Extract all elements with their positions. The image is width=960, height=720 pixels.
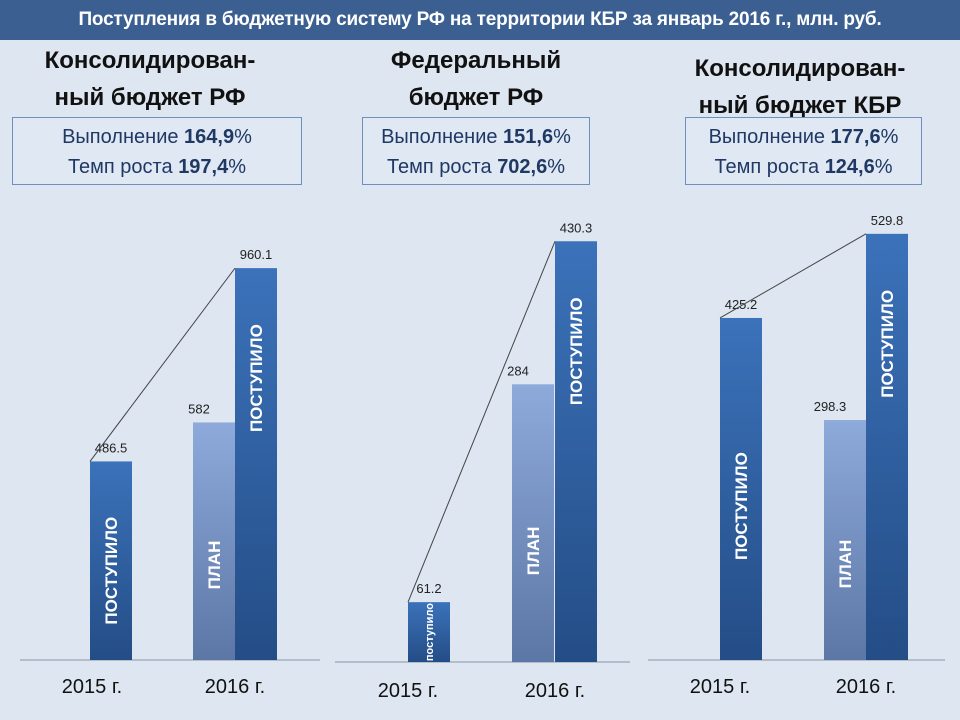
growth-value: 702,6 [497,156,548,178]
growth-label: Темп роста [67,156,173,178]
panel-title-federal: Федеральный бюджет РФ [326,42,626,116]
data-label: 430.3 [560,220,593,235]
growth-label: Темп роста [714,156,820,178]
pct: % [234,126,252,148]
data-label: 582 [188,401,210,416]
title-line: бюджет РФ [408,84,544,111]
x-tick-label: 2015 г. [378,680,438,702]
data-label: 960.1 [240,247,273,262]
data-label: 529.8 [871,213,904,228]
stats-box-consolidated-kbr: Выполнение 177,6% Темп роста 124,6% [685,117,922,185]
growth-value: 197,4 [178,156,229,178]
bar-series-label: ПОСТУПИЛО [567,297,586,405]
exec-value: 164,9 [184,126,235,148]
slide-title: Поступления в бюджетную систему РФ на те… [0,0,960,40]
pct: % [228,156,247,178]
title-line: ный бюджет КБР [698,92,902,119]
bar-series-label: ПОСТУПИЛО [102,517,121,625]
pct: % [874,156,893,178]
growth-connector-line [89,267,236,462]
bar-plan [512,384,554,662]
data-label: 284 [507,363,529,378]
exec-label: Выполнение [62,126,179,148]
x-tick-label: 2016 г. [836,676,896,698]
growth-value: 124,6 [824,156,875,178]
bar-posted [90,461,132,660]
bar-plan [824,420,866,660]
bar-posted [866,233,908,661]
bar-posted [555,241,597,663]
growth-connector-line [719,233,867,319]
bar-series-label: поступило [424,603,436,661]
growth-connector-line [407,241,556,603]
bar-plan [193,422,235,660]
bar-series-label: ПЛАН [205,541,224,590]
growth-label: Темп роста [386,156,492,178]
title-line: ный бюджет РФ [54,84,246,111]
exec-value: 177,6 [830,126,881,148]
bar-series-label: ПЛАН [836,540,855,589]
bar-posted [235,268,277,660]
x-tick-label: 2015 г. [690,676,750,698]
exec-label: Выполнение [708,126,825,148]
pct: % [547,156,566,178]
x-tick-label: 2016 г. [525,680,585,702]
bar-posted [408,602,450,662]
bar-series-label: ПОСТУПИЛО [247,324,266,432]
title-line: Консолидирован- [44,47,256,74]
bar-series-label: ПОСТУПИЛО [878,290,897,398]
panel-title-consolidated-kbr: Консолидирован- ный бюджет КБР [650,50,950,124]
pct: % [553,126,571,148]
bar-series-label: ПОСТУПИЛО [732,452,751,560]
panel-title-consolidated-rf: Консолидирован- ный бюджет РФ [0,42,300,116]
title-line: Консолидирован- [694,55,906,82]
stats-box-federal: Выполнение 151,6% Темп роста 702,6% [362,117,590,185]
data-label: 61.2 [416,581,441,596]
pct: % [880,126,899,148]
title-line: Федеральный [390,47,562,74]
x-tick-label: 2015 г. [62,676,122,698]
x-tick-label: 2016 г. [205,676,265,698]
stats-box-consolidated-rf: Выполнение 164,9% Темп роста 197,4% [12,117,302,185]
exec-label: Выполнение [381,126,498,148]
data-label: 298.3 [814,399,847,414]
bar-series-label: ПЛАН [524,527,543,576]
exec-value: 151,6 [503,126,554,148]
bar-posted [720,317,762,660]
